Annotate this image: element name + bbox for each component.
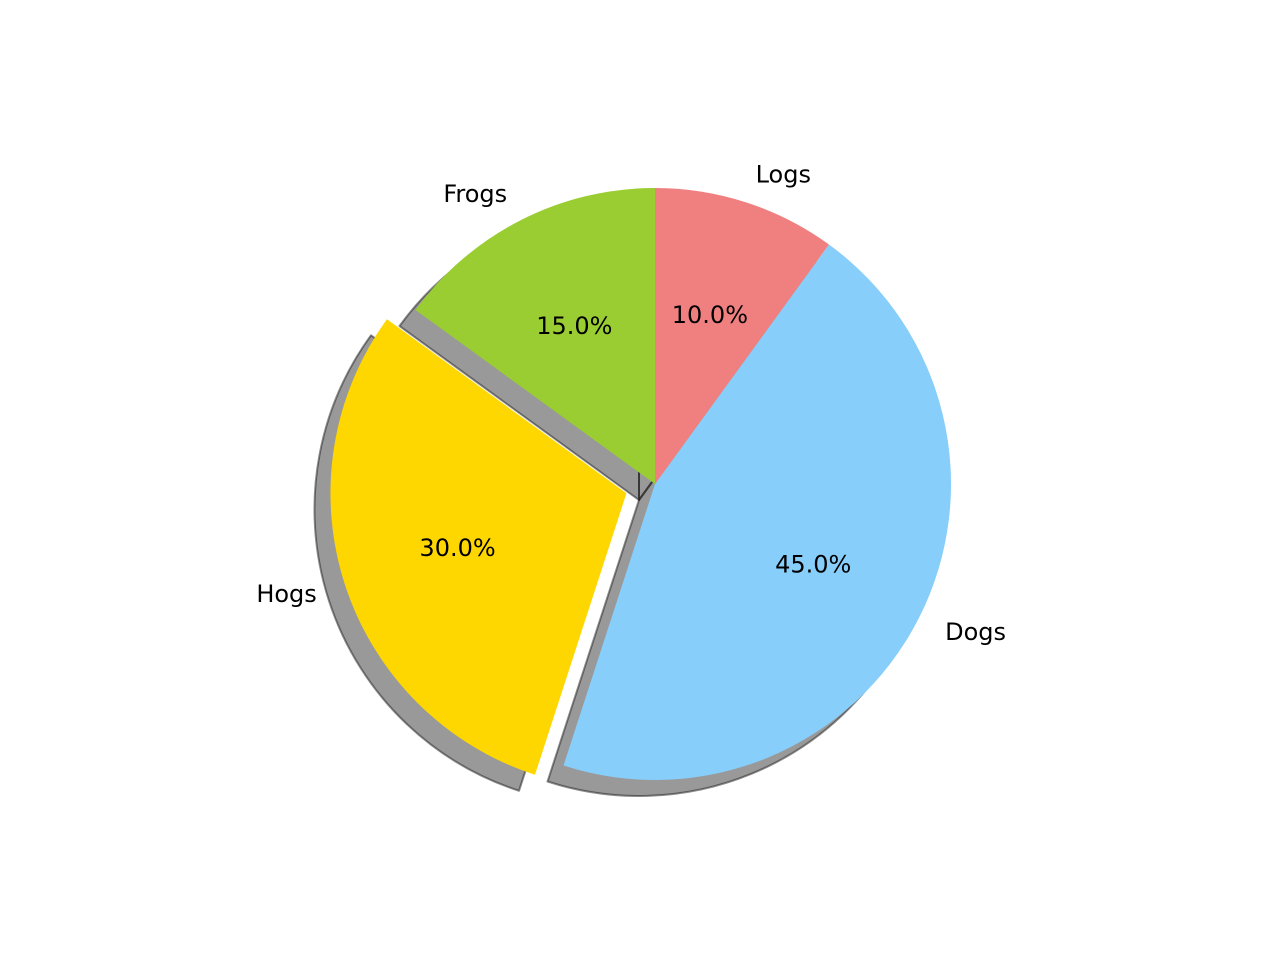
pie-slice-dogs — [563, 244, 952, 781]
pie-label-frogs: Frogs — [443, 180, 507, 208]
pie-label-logs: Logs — [756, 160, 811, 188]
pie-label-hogs: Hogs — [256, 580, 316, 608]
pie-pct-label-dogs: 45.0% — [775, 551, 851, 579]
pie-label-layer: Frogs 15.0% Hogs 30.0% Dogs 45.0% Logs 10.0% — [256, 160, 1006, 645]
pie-slice-logs — [655, 188, 829, 484]
pie-label-dogs: Dogs — [945, 618, 1006, 646]
pie-slice-frogs — [415, 188, 655, 484]
pie-slice-layer — [330, 188, 952, 781]
pie-slice-hogs — [330, 319, 627, 775]
pie-pct-label-frogs: 15.0% — [536, 312, 612, 340]
pie-pct-label-hogs: 30.0% — [419, 534, 495, 562]
pie-pct-label-logs: 10.0% — [672, 301, 748, 329]
